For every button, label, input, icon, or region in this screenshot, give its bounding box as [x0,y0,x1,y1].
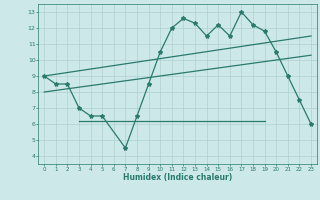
X-axis label: Humidex (Indice chaleur): Humidex (Indice chaleur) [123,173,232,182]
